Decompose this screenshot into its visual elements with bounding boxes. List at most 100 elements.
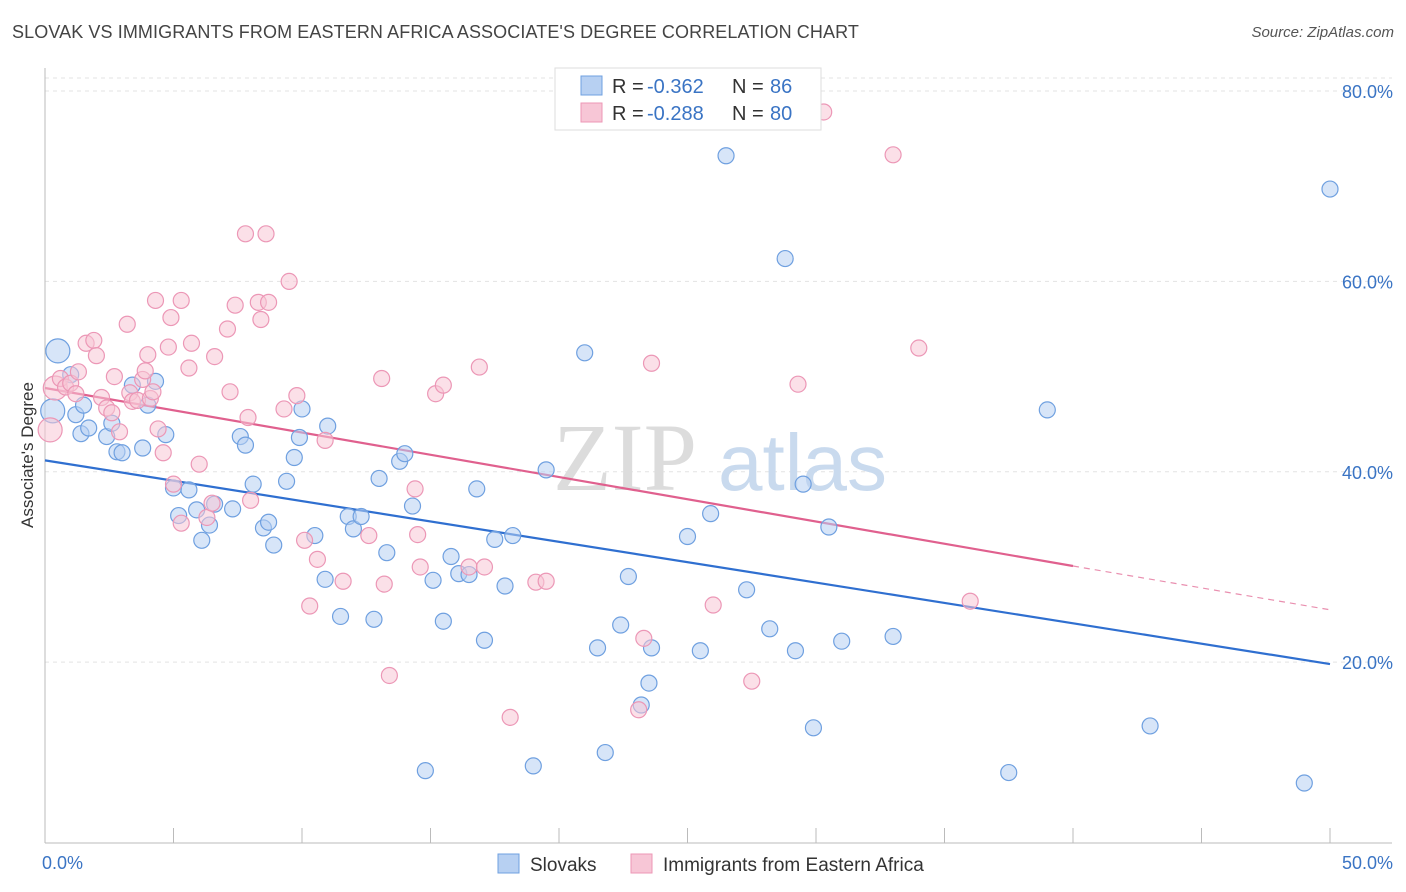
stats-n-value-1: 86 bbox=[770, 76, 792, 98]
point-0-49 bbox=[434, 612, 452, 630]
point-1-33 bbox=[182, 334, 201, 352]
y-tick-label-2: 60.0% bbox=[1342, 272, 1393, 292]
point-1-28 bbox=[162, 308, 180, 327]
point-0-12 bbox=[134, 439, 152, 457]
point-0-57 bbox=[504, 526, 522, 545]
point-0-70 bbox=[702, 505, 720, 523]
point-0-81 bbox=[1000, 763, 1018, 782]
point-1-71 bbox=[630, 701, 648, 719]
legend-swatch-slovaks bbox=[497, 853, 520, 874]
point-1-79 bbox=[910, 339, 928, 357]
point-1-58 bbox=[380, 666, 398, 685]
point-0-60 bbox=[576, 344, 594, 362]
point-1-47 bbox=[259, 293, 278, 311]
point-1-62 bbox=[411, 558, 429, 576]
point-0-62 bbox=[596, 743, 614, 762]
point-0-71 bbox=[717, 147, 735, 165]
point-1-53 bbox=[308, 550, 327, 568]
point-1-50 bbox=[288, 387, 306, 405]
point-0-10 bbox=[113, 444, 131, 462]
stats-swatch-immigrants bbox=[580, 102, 603, 123]
point-1-20 bbox=[136, 362, 154, 380]
source-label: Source: ZipAtlas.com bbox=[1251, 24, 1394, 41]
point-1-56 bbox=[360, 526, 378, 545]
point-0-72 bbox=[738, 581, 756, 599]
point-1-43 bbox=[242, 491, 260, 509]
point-0-67 bbox=[640, 674, 658, 692]
trend-lines bbox=[44, 386, 1331, 666]
point-1-60 bbox=[406, 480, 424, 498]
point-1-64 bbox=[434, 376, 452, 394]
point-0-58 bbox=[524, 757, 542, 775]
point-1-15 bbox=[118, 315, 136, 333]
point-0-25 bbox=[236, 436, 255, 454]
point-0-64 bbox=[619, 567, 637, 586]
point-0-61 bbox=[588, 639, 607, 657]
bottom-legend: Slovaks Immigrants from Eastern Africa bbox=[497, 853, 924, 876]
point-0-41 bbox=[365, 610, 383, 628]
point-0-40 bbox=[352, 507, 370, 526]
y-tick-labels: 20.0% 40.0% 60.0% 80.0% bbox=[1342, 82, 1393, 673]
point-0-74 bbox=[776, 249, 794, 268]
point-1-59 bbox=[375, 575, 393, 593]
point-0-28 bbox=[259, 513, 278, 531]
point-1-0 bbox=[37, 417, 63, 443]
point-0-46 bbox=[403, 497, 422, 515]
stats-n-label-1: N = bbox=[732, 76, 764, 98]
point-0-20 bbox=[193, 531, 211, 549]
point-1-41 bbox=[236, 225, 255, 243]
point-0-6 bbox=[80, 419, 98, 437]
legend-label-slovaks: Slovaks bbox=[530, 855, 597, 876]
point-0-47 bbox=[416, 762, 434, 780]
point-1-51 bbox=[295, 531, 314, 549]
point-1-25 bbox=[149, 420, 167, 438]
point-1-36 bbox=[203, 494, 221, 512]
point-0-59 bbox=[537, 461, 555, 479]
point-1-37 bbox=[206, 348, 224, 366]
trend-line-1 bbox=[44, 386, 1074, 568]
point-1-70 bbox=[537, 572, 555, 590]
point-0-45 bbox=[396, 445, 414, 463]
x-tick-label-0: 0.0% bbox=[42, 853, 83, 873]
point-1-42 bbox=[239, 408, 257, 427]
point-0-85 bbox=[1321, 180, 1339, 198]
point-1-40 bbox=[226, 296, 244, 314]
y-axis-label: Associate's Degree bbox=[18, 382, 37, 528]
point-0-39 bbox=[344, 520, 362, 538]
stats-n-value-2: 80 bbox=[770, 103, 792, 125]
stats-n-label-2: N = bbox=[732, 103, 764, 125]
x-tick-label-1: 50.0% bbox=[1342, 853, 1393, 873]
point-1-34 bbox=[190, 455, 208, 473]
point-1-24 bbox=[146, 291, 165, 310]
point-1-45 bbox=[252, 310, 270, 329]
point-1-32 bbox=[180, 359, 198, 377]
point-1-13 bbox=[105, 367, 123, 386]
point-1-57 bbox=[373, 369, 391, 388]
point-1-23 bbox=[144, 383, 162, 401]
point-1-80 bbox=[961, 592, 979, 610]
point-1-66 bbox=[470, 358, 488, 376]
point-0-43 bbox=[378, 544, 396, 562]
y-tick-label-1: 40.0% bbox=[1342, 463, 1393, 483]
point-0-69 bbox=[691, 642, 709, 660]
x-tick-labels: 0.0% 50.0% bbox=[42, 853, 1393, 873]
point-1-67 bbox=[475, 558, 494, 576]
point-1-9 bbox=[87, 347, 106, 365]
trend-line-0 bbox=[44, 459, 1331, 666]
point-0-18 bbox=[180, 481, 198, 499]
point-1-52 bbox=[301, 597, 319, 615]
point-1-68 bbox=[501, 708, 519, 726]
point-0-1 bbox=[45, 338, 71, 364]
point-0-50 bbox=[442, 547, 460, 566]
point-0-31 bbox=[285, 448, 303, 467]
point-1-74 bbox=[704, 596, 722, 614]
point-1-27 bbox=[159, 338, 177, 356]
trend-line-dashed-1 bbox=[1072, 565, 1331, 611]
point-1-72 bbox=[635, 629, 653, 647]
point-1-8 bbox=[85, 331, 103, 350]
point-0-83 bbox=[1141, 717, 1159, 735]
point-1-55 bbox=[334, 572, 352, 590]
point-0-79 bbox=[833, 632, 851, 650]
watermark-atlas: atlas bbox=[718, 418, 887, 507]
point-1-14 bbox=[110, 423, 129, 441]
